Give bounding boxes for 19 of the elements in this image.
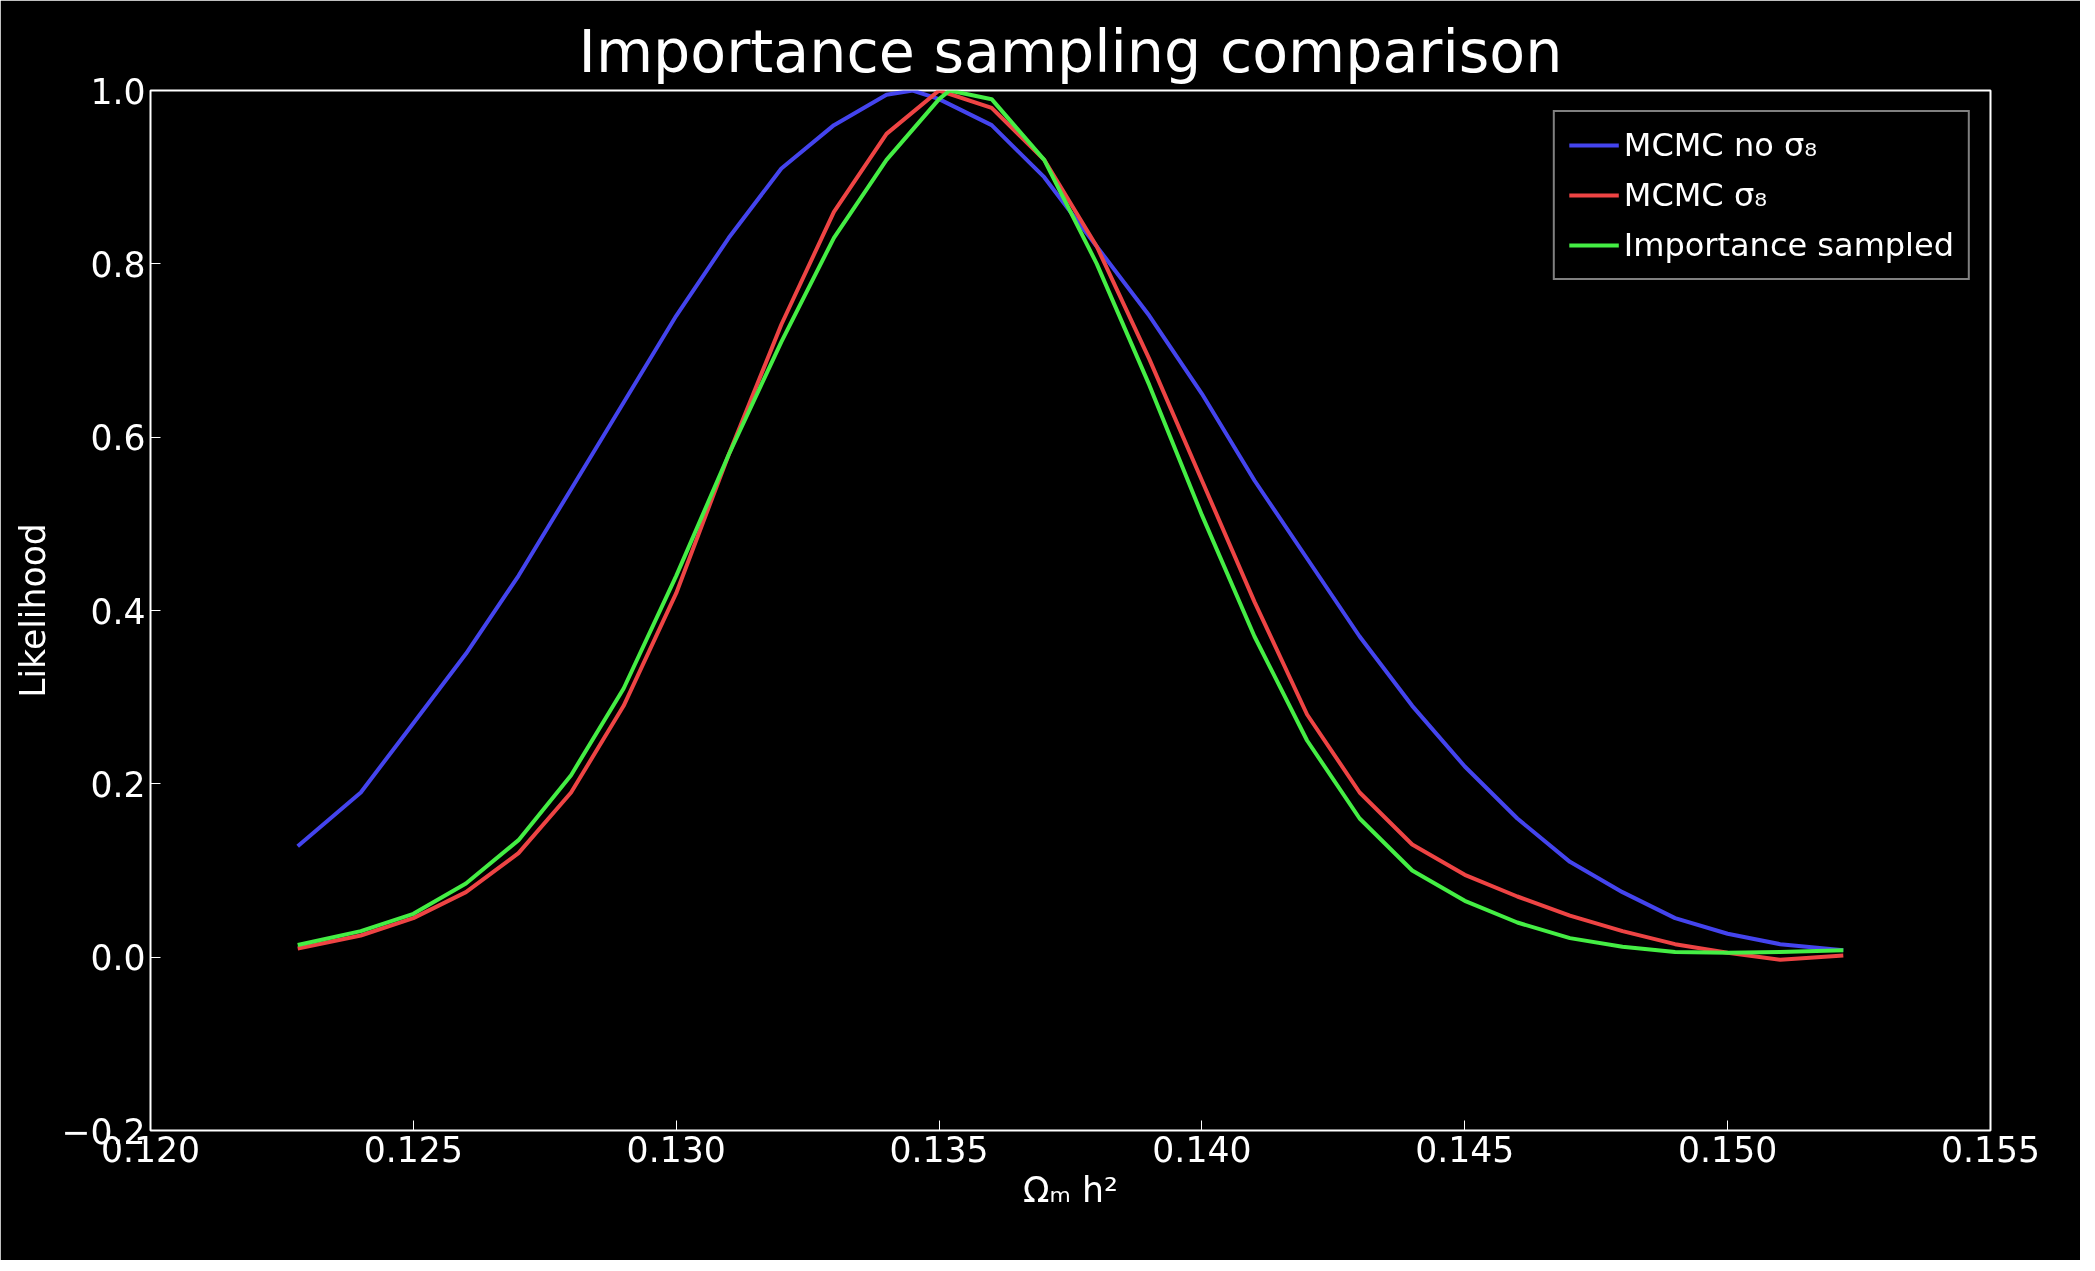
y-tick-label: 0.4 [90,591,146,632]
y-tick-label: 1.0 [90,71,146,112]
legend-label: MCMC σ₈ [1623,176,1767,214]
y-tick-label: 0.2 [90,764,146,805]
legend-label: MCMC no σ₈ [1623,126,1818,164]
y-tick-label: 0.0 [90,938,146,979]
x-tick-label: 0.140 [1152,1129,1252,1170]
x-tick-label: 0.150 [1678,1129,1778,1170]
chart-title: Importance sampling comparison [578,17,1563,86]
x-axis-title: Ωₘ h² [1023,1169,1118,1210]
y-tick-label: 0.8 [90,244,146,285]
x-tick-label: 0.135 [889,1129,989,1170]
x-tick-label: 0.125 [363,1129,463,1170]
x-tick-label: 0.155 [1940,1129,2041,1170]
x-tick-label: 0.145 [1415,1129,1515,1170]
legend-label: Importance sampled [1623,226,1954,264]
y-axis-title: Likelihood [13,523,54,698]
y-tick-label: 0.6 [90,418,146,459]
x-tick-label: 0.130 [626,1129,726,1170]
